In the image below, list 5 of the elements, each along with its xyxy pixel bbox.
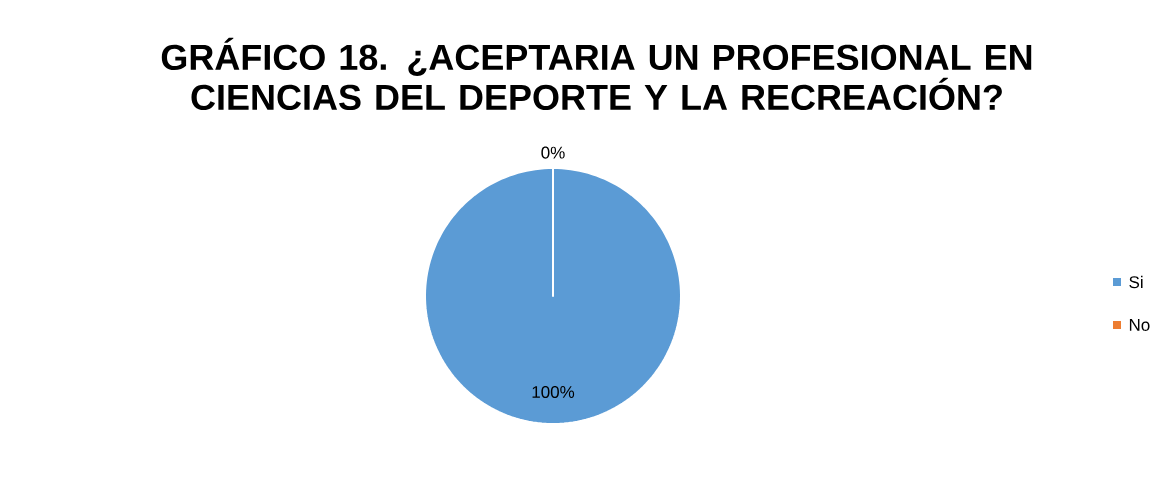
chart-title: GRÁFICO 18. ¿ACEPTARIA UN PROFESIONAL EN CIENCIAS DEL DEPORTE Y LA RECREACIÓN? <box>161 37 1032 111</box>
text: 0% <box>541 146 565 159</box>
data-label: 100% <box>532 385 575 399</box>
legend-label: Si <box>1129 275 1143 289</box>
legend-label: No <box>1129 319 1150 331</box>
